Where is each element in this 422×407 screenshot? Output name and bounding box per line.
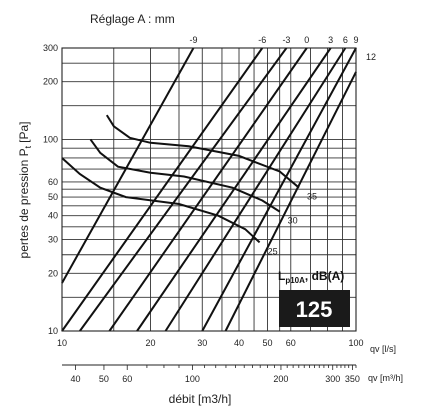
y-tick-label: 30 bbox=[48, 235, 58, 245]
setting-label: 3 bbox=[328, 35, 333, 45]
y-tick-label: 20 bbox=[48, 268, 58, 278]
y-tick-labels: 10 20 30 40 50 60 100 200 300 bbox=[43, 43, 58, 336]
x-tick-label-ls: 100 bbox=[348, 338, 363, 348]
y-tick-label: 10 bbox=[48, 326, 58, 336]
y-tick-label: 40 bbox=[48, 211, 58, 221]
noise-label: 30 bbox=[288, 216, 298, 226]
x-tick-label-ls: 40 bbox=[234, 338, 244, 348]
x-tick-label-m3h: 40 bbox=[70, 374, 80, 384]
x-tick-label-m3h: 350 bbox=[345, 374, 360, 384]
setting-label: -9 bbox=[189, 35, 197, 45]
y-tick-label: 100 bbox=[43, 134, 58, 144]
setting-lines bbox=[61, 47, 357, 332]
noise-labels: 35 30 25 bbox=[268, 192, 317, 257]
lp-label: Lp10A, dB(A) bbox=[278, 269, 344, 285]
x-tick-label-ls: 50 bbox=[262, 338, 272, 348]
m3h-axis-ticks bbox=[75, 365, 357, 370]
x-tick-label-m3h: 60 bbox=[122, 374, 132, 384]
y-tick-label: 300 bbox=[43, 43, 58, 53]
x-tick-labels-ls: 10 20 30 40 50 60 100 bbox=[57, 338, 364, 348]
x-unit-ls: qv [l/s] bbox=[370, 344, 396, 354]
setting-label: 9 bbox=[353, 35, 358, 45]
y-tick-label: 50 bbox=[48, 192, 58, 202]
setting-label: 12 bbox=[366, 52, 376, 62]
x-tick-label-m3h: 50 bbox=[99, 374, 109, 384]
x-tick-label-ls: 60 bbox=[286, 338, 296, 348]
setting-line--6 bbox=[61, 47, 264, 332]
setting-line-3 bbox=[136, 47, 332, 332]
noise-label: 35 bbox=[307, 192, 317, 202]
noise-curve-30 bbox=[89, 138, 281, 213]
setting-line-6 bbox=[164, 47, 347, 332]
chart-title: Réglage A : mm bbox=[90, 12, 175, 26]
noise-curve-35 bbox=[105, 114, 300, 189]
setting-label: -3 bbox=[282, 35, 290, 45]
setting-line--9 bbox=[61, 47, 195, 284]
noise-badge-value: 125 bbox=[296, 297, 333, 322]
plot-frame bbox=[61, 47, 357, 332]
setting-label: 0 bbox=[304, 35, 309, 45]
setting-label: -6 bbox=[258, 35, 266, 45]
noise-label: 25 bbox=[268, 246, 278, 256]
setting-line-0 bbox=[108, 47, 308, 332]
x-tick-labels-m3h: 40 50 60 100 200 300 350 bbox=[70, 374, 359, 384]
noise-badge bbox=[279, 290, 350, 327]
noise-curves bbox=[61, 114, 300, 244]
x-tick-label-ls: 20 bbox=[145, 338, 155, 348]
y-tick-label: 60 bbox=[48, 177, 58, 187]
setting-labels: -9 -6 -3 0 3 6 9 12 bbox=[189, 35, 376, 62]
y-axis-label: pertes de pression Pt[Pa] bbox=[17, 122, 33, 259]
x-tick-label-m3h: 100 bbox=[185, 374, 200, 384]
x-tick-label-m3h: 300 bbox=[325, 374, 340, 384]
x-tick-label-ls: 30 bbox=[197, 338, 207, 348]
y-tick-label: 200 bbox=[43, 77, 58, 87]
x-tick-label-m3h: 200 bbox=[273, 374, 288, 384]
x-axis-label: débit [m3/h] bbox=[169, 392, 232, 406]
noise-curve-25 bbox=[61, 157, 261, 244]
x-unit-m3h: qv [m³/h] bbox=[368, 373, 403, 383]
setting-line-9 bbox=[201, 47, 357, 332]
setting-line--3 bbox=[79, 47, 288, 332]
x-tick-label-ls: 10 bbox=[57, 338, 67, 348]
setting-label: 6 bbox=[343, 35, 348, 45]
setting-line-12 bbox=[224, 71, 357, 332]
